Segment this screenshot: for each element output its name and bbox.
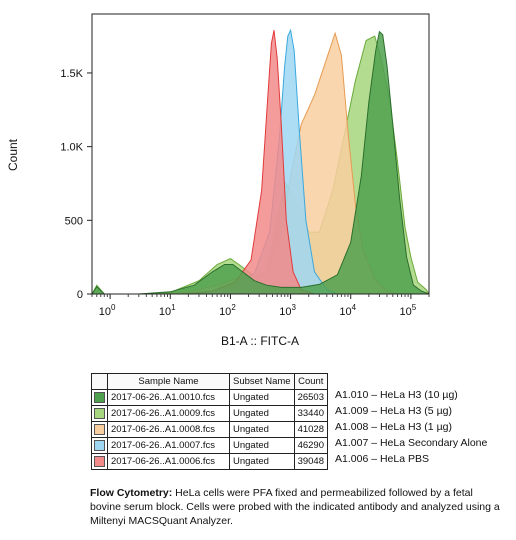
sample-description: A1.007 – HeLa Secondary Alone: [335, 437, 488, 449]
legend-subset-name: Ungated: [229, 453, 295, 470]
y-tick-label: 1.0K: [60, 142, 83, 154]
legend-swatch: [94, 407, 105, 419]
y-axis-label: Count: [6, 138, 20, 171]
legend-subset-name: Ungated: [229, 421, 295, 438]
legend-subset-name: Ungated: [229, 437, 295, 454]
legend-swatch: [94, 439, 105, 451]
histogram-series-5: [91, 30, 430, 295]
header-count: Count: [293, 373, 328, 390]
caption-title: Flow Cytometry:: [90, 487, 173, 499]
header-subset-name: Subset Name: [229, 373, 295, 390]
ticks-layer: 100 101 102 103 104 105 0 500 1.0K 1.5K: [60, 68, 430, 318]
x-tick-label: 105: [400, 303, 417, 318]
y-tick-label: 0: [77, 289, 83, 301]
header-swatch: [91, 373, 108, 390]
sample-description: A1.006 – HeLa PBS: [335, 453, 429, 465]
flow-cytometry-histogram: 100 101 102 103 104 105 0 500 1.0K 1.5K B1-A :: F…: [6, 13, 430, 348]
legend-row: 2017-06-26..A1.0008.fcs Ungated 41028: [91, 421, 328, 438]
legend-swatch-cell: [91, 437, 108, 454]
legend-row: 2017-06-26..A1.0009.fcs Ungated 33440: [91, 405, 328, 422]
legend-row: 2017-06-26..A1.0007.fcs Ungated 46290: [91, 437, 328, 454]
caption-text: HeLa cells were PFA fixed and permeabili…: [90, 487, 500, 527]
legend-sample-name: 2017-06-26..A1.0008.fcs: [107, 421, 230, 438]
legend-swatch-cell: [91, 405, 108, 422]
legend-count: 26503: [293, 389, 328, 406]
legend-swatch-cell: [91, 421, 108, 438]
legend-subset-name: Ungated: [229, 405, 295, 422]
x-tick-label: 102: [219, 303, 236, 318]
x-tick-label: 104: [339, 303, 356, 318]
sample-legend-table: Sample Name Subset Name Count 2017-06-26…: [91, 373, 328, 470]
legend-swatch: [94, 391, 105, 403]
sample-description: A1.010 – HeLa H3 (10 µg): [335, 389, 458, 401]
legend-row: 2017-06-26..A1.0006.fcs Ungated 39048: [91, 453, 328, 470]
legend-count: 46290: [293, 437, 328, 454]
legend-subset-name: Ungated: [229, 389, 295, 406]
x-tick-label: 101: [159, 303, 176, 318]
sample-descriptions: A1.010 – HeLa H3 (10 µg) A1.009 – HeLa H…: [335, 387, 487, 467]
y-tick-label: 1.5K: [60, 68, 83, 80]
legend-swatch: [94, 423, 105, 435]
legend-sample-name: 2017-06-26..A1.0006.fcs: [107, 453, 230, 470]
legend-count: 41028: [293, 421, 328, 438]
legend-count: 39048: [293, 453, 328, 470]
x-tick-label: 103: [279, 303, 296, 318]
legend-count: 33440: [293, 405, 328, 422]
legend-swatch-cell: [91, 453, 108, 470]
legend-sample-name: 2017-06-26..A1.0010.fcs: [107, 389, 230, 406]
sample-description: A1.008 – HeLa H3 (1 µg): [335, 421, 452, 433]
legend-sample-name: 2017-06-26..A1.0009.fcs: [107, 405, 230, 422]
figure-caption: Flow Cytometry: HeLa cells were PFA fixe…: [90, 486, 500, 528]
series-layer: [91, 28, 430, 295]
x-tick-label: 100: [99, 303, 116, 318]
plot-frame: [91, 13, 430, 295]
x-axis-label: B1-A :: FITC-A: [221, 334, 299, 348]
legend-row: 2017-06-26..A1.0010.fcs Ungated 26503: [91, 389, 328, 406]
legend-header-row: Sample Name Subset Name Count: [91, 373, 328, 390]
legend-sample-name: 2017-06-26..A1.0007.fcs: [107, 437, 230, 454]
header-sample-name: Sample Name: [107, 373, 230, 390]
legend-swatch: [94, 455, 105, 467]
legend-swatch-cell: [91, 389, 108, 406]
sample-description: A1.009 – HeLa H3 (5 µg): [335, 405, 452, 417]
y-tick-label: 500: [65, 215, 83, 227]
